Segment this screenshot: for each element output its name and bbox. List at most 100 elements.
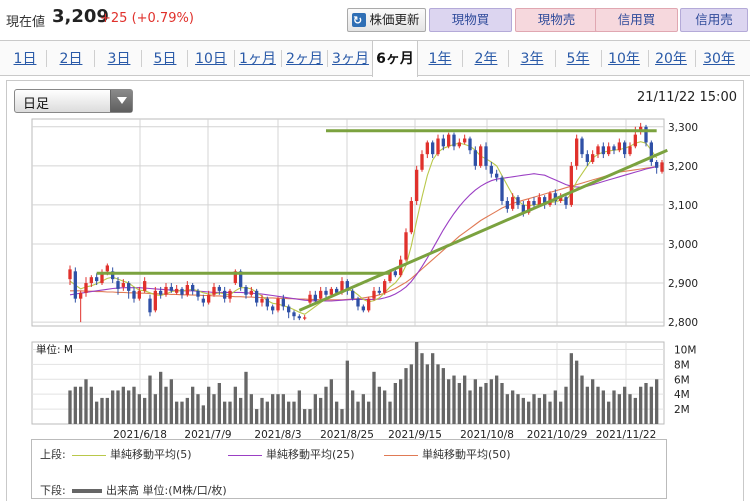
volume-tick-label: 6M — [674, 374, 690, 386]
candle-up — [100, 273, 104, 284]
volume-bar — [569, 353, 573, 424]
period-select[interactable]: 日足 — [14, 89, 133, 113]
tab-1m[interactable]: 1ヶ月 — [239, 51, 276, 67]
tab-separator — [327, 50, 328, 67]
candle-down — [169, 286, 173, 291]
candle-up — [367, 298, 371, 311]
volume-tick-label: 8M — [674, 359, 690, 371]
candle-down — [532, 201, 536, 205]
date-tick-label: 2021/6/18 — [113, 429, 167, 441]
volume-bar — [553, 390, 557, 424]
candle-down — [281, 298, 285, 307]
candle-down — [468, 138, 472, 151]
candle-up — [105, 265, 109, 272]
volume-bar — [404, 368, 408, 424]
tab-6m[interactable]: 6ヶ月 — [372, 41, 418, 77]
volume-bar — [479, 386, 483, 424]
volume-bar — [271, 394, 275, 424]
candle-up — [153, 290, 157, 311]
legend-ma50: 単純移動平均(50) — [384, 446, 511, 462]
margin-buy-button[interactable]: 信用買 — [595, 8, 678, 32]
candle-down — [356, 298, 360, 307]
refresh-price-button[interactable]: ↻ 株価更新 — [347, 8, 426, 32]
tab-5y[interactable]: 5年 — [566, 51, 590, 67]
tab-separator — [187, 50, 188, 67]
candle-down — [297, 316, 301, 319]
candle-down — [345, 281, 349, 291]
tab-30y[interactable]: 30年 — [703, 51, 735, 67]
volume-bar — [313, 394, 317, 424]
legend-ma25: 単純移動平均(25) — [228, 446, 355, 462]
tab-20y[interactable]: 20年 — [655, 51, 687, 67]
date-tick-label: 2021/11/22 — [596, 429, 657, 441]
candle-up — [260, 298, 264, 303]
cash-sell-button[interactable]: 現物売 — [515, 8, 598, 32]
candle-up — [457, 142, 461, 147]
tab-2d[interactable]: 2日 — [59, 51, 83, 67]
candle-up — [537, 197, 541, 205]
volume-bar — [239, 397, 243, 424]
candle-down — [335, 288, 339, 293]
volume-bar — [399, 379, 403, 424]
refresh-price-label: 株価更新 — [369, 12, 420, 27]
candle-down — [521, 204, 525, 213]
candle-down — [292, 312, 296, 317]
candle-up — [425, 142, 429, 155]
volume-bar — [612, 390, 616, 424]
volume-bar — [191, 386, 195, 424]
candle-down — [495, 173, 499, 178]
tab-10d[interactable]: 10日 — [195, 51, 227, 67]
candle-up — [164, 286, 168, 295]
volume-bar — [180, 401, 184, 424]
volume-bar — [596, 386, 600, 424]
volume-bar — [105, 397, 109, 424]
candle-up — [175, 288, 179, 293]
margin-sell-button[interactable]: 信用売 — [680, 8, 748, 32]
chart-timestamp: 21/11/22 15:00 — [637, 90, 737, 105]
tab-separator — [46, 50, 47, 67]
volume-bar — [329, 379, 333, 424]
candle-down — [111, 271, 115, 280]
volume-bar — [84, 379, 88, 424]
chart-legend: 上段: 単純移動平均(5) 単純移動平均(25) 単純移動平均(50) 下段: … — [31, 439, 667, 499]
candle-down — [644, 126, 648, 143]
volume-bar — [601, 390, 605, 424]
legend-ma50-label: 単純移動平均(50) — [422, 448, 511, 461]
volume-bar — [425, 364, 429, 424]
tab-5d[interactable]: 5日 — [153, 51, 177, 67]
volume-bar — [591, 379, 595, 424]
candle-up — [420, 154, 424, 170]
candle-down — [452, 134, 456, 147]
volume-bar — [212, 394, 216, 424]
volume-bar — [633, 397, 637, 424]
price-tick-label: 2,800 — [668, 317, 698, 329]
volume-bar — [260, 397, 264, 424]
tab-3m[interactable]: 3ヶ月 — [332, 51, 369, 67]
volume-bar — [100, 397, 104, 424]
legend-ma5: 単純移動平均(5) — [72, 446, 192, 462]
legend-ma50-swatch — [384, 454, 418, 456]
date-tick-label: 2021/7/9 — [184, 429, 231, 441]
volume-bar — [340, 409, 344, 424]
tab-1y[interactable]: 1年 — [428, 51, 452, 67]
candle-down — [159, 290, 163, 295]
volume-bar — [265, 401, 269, 424]
tab-3d[interactable]: 3日 — [107, 51, 131, 67]
cash-buy-button[interactable]: 現物買 — [429, 8, 512, 32]
period-select-value: 日足 — [23, 97, 50, 112]
volume-bar — [127, 390, 131, 424]
tab-10y[interactable]: 10年 — [608, 51, 640, 67]
volume-bar — [532, 394, 536, 424]
tab-2m[interactable]: 2ヶ月 — [286, 51, 323, 67]
candle-up — [415, 169, 419, 202]
candle-up — [596, 146, 600, 155]
candle-down — [127, 283, 131, 291]
candle-down — [585, 154, 589, 162]
tab-3y[interactable]: 3年 — [520, 51, 544, 67]
tab-1d[interactable]: 1日 — [13, 51, 37, 67]
volume-bar — [537, 397, 541, 424]
tab-separator — [508, 50, 509, 67]
candle-up — [233, 271, 237, 284]
candle-down — [393, 271, 397, 276]
tab-2y[interactable]: 2年 — [474, 51, 498, 67]
